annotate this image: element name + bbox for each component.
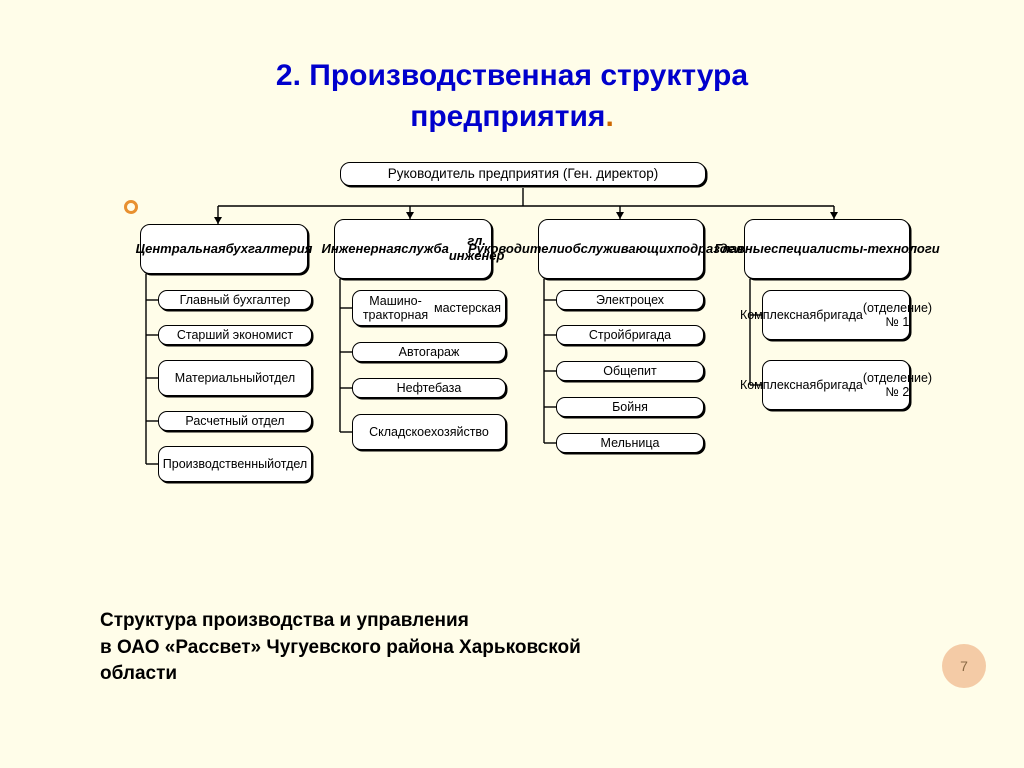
org-chart: Руководитель предприятия (Ген. директор)…: [140, 162, 910, 552]
title-line-2: предприятия: [410, 100, 605, 133]
slide: 2. Производственная структура предприяти…: [0, 0, 1024, 768]
page-number: 7: [960, 658, 968, 674]
title-period: .: [605, 100, 613, 133]
caption-line-1: Структура производства и управления: [100, 610, 469, 631]
title-line-1: 2. Производственная структура: [276, 59, 748, 92]
page-number-badge: 7: [942, 644, 986, 688]
slide-title: 2. Производственная структура предприяти…: [0, 56, 1024, 137]
caption-line-3: области: [100, 663, 177, 684]
caption: Структура производства и управления в ОА…: [100, 608, 581, 688]
caption-line-2: в ОАО «Рассвет» Чугуевского района Харьк…: [100, 637, 581, 658]
bullet-icon: [124, 200, 138, 214]
